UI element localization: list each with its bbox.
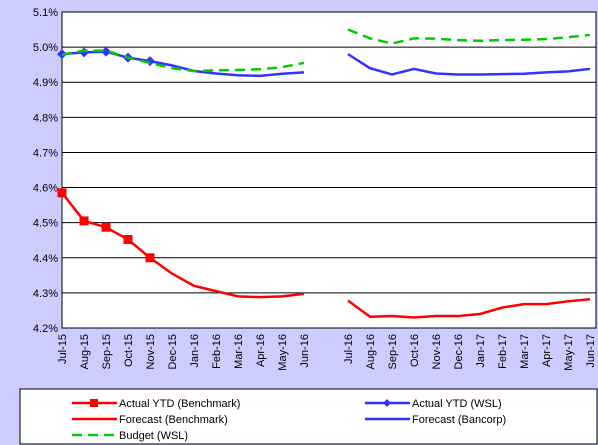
legend-marker [383,399,391,407]
x-tick-label: Jan-16 [189,334,201,368]
x-tick-label: Apr-17 [541,334,553,367]
y-tick-label: 5.1% [33,7,58,19]
x-tick-label: Dec-16 [453,334,465,369]
marker [101,222,111,232]
x-tick-label: Feb-17 [497,334,509,369]
x-tick-label: Jul-16 [343,334,355,364]
legend [19,388,598,445]
x-tick-label: Feb-16 [211,334,223,369]
y-tick-label: 4.7% [33,147,58,159]
x-tick-label: Nov-16 [431,334,443,369]
x-tick-label: Sep-16 [387,334,399,369]
x-tick-label: Jun-17 [585,334,597,368]
y-tick-label: 4.4% [33,253,58,265]
y-tick-label: 4.9% [33,77,58,89]
x-tick-label: Aug-16 [365,334,377,369]
x-tick-label: Apr-16 [255,334,267,367]
y-tick-label: 5.0% [33,42,58,54]
x-tick-label: Jul-15 [57,334,69,364]
legend-label: Budget (WSL) [119,430,188,442]
legend-label: Actual YTD (WSL) [412,398,502,410]
y-tick-label: 4.2% [33,323,58,335]
y-tick-label: 4.8% [33,112,58,124]
legend-label: Forecast (Benchmark) [119,414,228,426]
series-line [149,53,591,78]
y-tick-label: 4.5% [33,218,58,230]
series-line [61,28,591,73]
x-tick-label: Aug-15 [79,334,91,369]
marker [123,235,133,245]
x-tick-label: Sep-15 [101,334,113,369]
x-tick-label: Oct-16 [409,334,421,367]
y-tick-label: 4.6% [33,183,58,195]
x-tick-label: Mar-17 [519,334,531,369]
x-tick-label: Jan-17 [475,334,487,368]
marker [57,188,67,198]
marker [79,216,89,226]
x-tick-label: Mar-16 [233,334,245,369]
x-tick-label: Jun-16 [299,334,311,368]
legend-label: Forecast (Bancorp) [412,414,506,426]
x-tick-label: Oct-15 [123,334,135,367]
marker [101,46,111,57]
legend-label: Actual YTD (Benchmark) [119,398,240,410]
x-tick-label: Nov-15 [145,334,157,369]
y-tick-label: 4.3% [33,288,58,300]
x-tick-label: Dec-15 [167,334,179,369]
x-tick-label: May-16 [277,334,289,371]
series-line [149,256,591,319]
x-tick-label: May-17 [563,334,575,371]
legend-marker [90,399,98,407]
